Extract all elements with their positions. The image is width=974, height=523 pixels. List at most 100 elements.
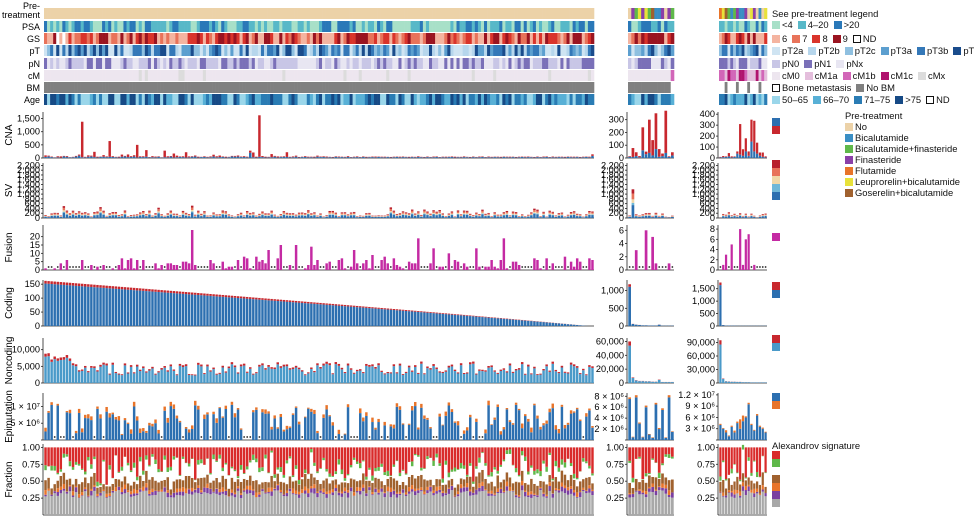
track-cell-pt-middle [628,45,632,56]
tick-label-coding-middle: 1,000 [601,286,624,296]
track-cell-age-middle [660,94,665,105]
bar-epimutation-main [190,425,194,429]
bar-fusion-main [465,266,469,270]
bar-cna-main [362,156,365,158]
track-cell-cm-main [114,70,118,81]
zero-marker-fusion-main [319,266,322,268]
bar-noncoding-main [383,373,386,375]
bar-noncoding-main [181,367,185,383]
bar-noncoding-main [80,369,84,371]
track-label-pn: pN [28,59,40,69]
bar-noncoding-main [432,364,435,366]
track-cell-pt-main [337,45,341,56]
track-cell-pn-main [315,58,320,69]
track-cell-bm-main [361,82,366,93]
bar-noncoding-main [96,371,99,383]
bar-epimutation-main [346,407,350,440]
track-cell-gs-main [398,33,402,44]
track-cell-gs-main [227,33,231,44]
bar-cna-main [184,157,188,158]
track-cell-psa-right [727,21,731,32]
track-cell-age-main [542,94,546,105]
track-cell-age-main [147,94,152,105]
bar-coding-main [215,296,218,326]
bar-cna-middle [654,149,658,158]
bar-fraction-main [68,447,72,462]
bar-sv-main [414,214,417,216]
track-cell-gs-right [735,33,740,44]
track-cell-age-main [50,94,54,105]
tick-label-sv-middle: 1,200 [601,184,624,194]
bar-noncoding-main [536,374,539,376]
tick-label-cna-middle: 0 [619,153,624,163]
track-cell-pn-main [532,58,537,69]
bar-coding-main [245,298,249,326]
track-cell-gs-main [44,33,48,44]
bar-sv-main [142,214,145,218]
bar-sv-main [447,215,451,216]
bar-epimutation-right [744,416,747,418]
bar-epimutation-main [230,401,234,405]
bar-cna-middle [651,140,654,156]
bar-fraction-main [77,484,81,495]
bar-sv-main [545,217,548,218]
bar-epimutation-right [747,404,750,440]
track-cell-psa-main [560,21,564,32]
bar-coding-main [444,314,448,326]
bar-coding-main [563,323,567,326]
bar-epimutation-main [322,414,325,418]
track-cell-gs-main [337,33,341,44]
bar-fraction-main [47,490,50,515]
bar-sv-main [62,211,66,213]
track-cell-gs-middle [634,33,639,44]
track-cell-pt-main [205,45,210,56]
bar-sv-main [209,215,212,217]
bar-noncoding-main [453,369,457,371]
track-cell-pretreatment-main [432,8,436,19]
track-cell-bm-main [325,82,329,93]
bar-sv-main [267,213,270,215]
bar-noncoding-main [102,362,105,365]
bar-noncoding-main [401,374,405,375]
bar-sv-main [331,211,334,214]
track-cell-cm-main [520,70,525,81]
track-cell-pretreatment-middle [628,8,632,19]
bar-sv-main [328,212,331,214]
track-cell-cm-main [279,70,283,81]
track-cell-gs-main [282,33,286,44]
track-cell-psa-middle [660,21,665,32]
bar-epimutation-right [764,431,767,433]
track-cell-pn-main [181,58,185,69]
bar-noncoding-main [520,364,524,383]
track-cell-pn-main [349,58,353,69]
bar-sv-main [319,213,322,215]
bar-coding-main [511,319,515,326]
bar-sv-main [585,216,588,218]
bar-sv-middle [648,215,651,218]
tick-label-sv-middle: 200 [609,208,624,218]
bar-sv-right [758,216,762,218]
track-cell-pn-main [163,58,167,69]
bar-noncoding-main [200,364,203,367]
track-cell-bm-middle [647,82,652,93]
bar-sv-main [447,213,451,215]
bar-sv-main [420,216,423,218]
track-cell-cm-main [416,70,421,81]
bar-cna-middle [648,119,651,153]
bar-sv-main [469,214,472,216]
track-cell-bm-main [590,82,595,93]
track-cell-pn-right [744,58,748,69]
bar-coding-main [359,306,362,308]
track-cell-age-main [300,94,305,105]
bar-noncoding-main [310,367,313,370]
bar-epimutation-main [493,417,496,420]
track-cell-psa-main [514,21,518,32]
bar-sv-main [65,211,69,214]
track-cell-gs-main [572,33,576,44]
bar-sv-main [77,212,81,214]
track-cell-pretreatment-main [575,8,580,19]
bar-cna-main [65,156,69,158]
bar-coding-main [111,286,114,289]
bar-cna-main [169,156,173,157]
track-cell-age-main [444,94,448,105]
